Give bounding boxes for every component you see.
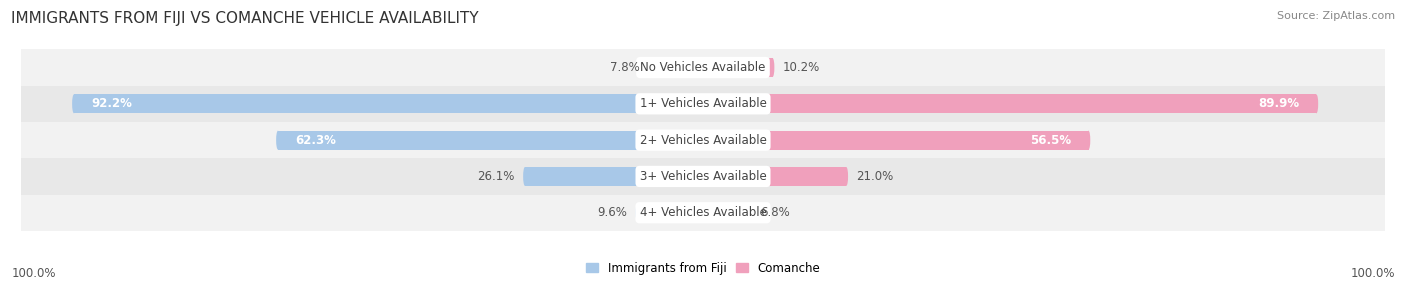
- Text: 56.5%: 56.5%: [1031, 134, 1071, 147]
- Bar: [703, 58, 773, 77]
- Circle shape: [276, 131, 280, 150]
- Circle shape: [636, 203, 640, 222]
- Text: 100.0%: 100.0%: [1350, 267, 1395, 280]
- Circle shape: [523, 167, 527, 186]
- Bar: [703, 131, 1088, 150]
- Bar: [278, 131, 703, 150]
- Text: No Vehicles Available: No Vehicles Available: [640, 61, 766, 74]
- Bar: [21, 122, 1385, 158]
- Legend: Immigrants from Fiji, Comanche: Immigrants from Fiji, Comanche: [583, 259, 823, 277]
- Bar: [21, 194, 1385, 231]
- Text: 26.1%: 26.1%: [477, 170, 515, 183]
- Circle shape: [72, 94, 76, 113]
- Circle shape: [845, 167, 848, 186]
- Bar: [703, 167, 846, 186]
- Bar: [75, 94, 703, 113]
- Bar: [703, 203, 749, 222]
- Text: 10.2%: 10.2%: [783, 61, 820, 74]
- Text: 9.6%: 9.6%: [598, 206, 627, 219]
- Text: 2+ Vehicles Available: 2+ Vehicles Available: [640, 134, 766, 147]
- Bar: [21, 86, 1385, 122]
- Text: 100.0%: 100.0%: [11, 267, 56, 280]
- Bar: [21, 158, 1385, 194]
- Text: 21.0%: 21.0%: [856, 170, 894, 183]
- Text: 6.8%: 6.8%: [759, 206, 789, 219]
- Text: 1+ Vehicles Available: 1+ Vehicles Available: [640, 97, 766, 110]
- Bar: [703, 94, 1316, 113]
- Bar: [637, 203, 703, 222]
- Text: 62.3%: 62.3%: [295, 134, 336, 147]
- Text: 4+ Vehicles Available: 4+ Vehicles Available: [640, 206, 766, 219]
- Bar: [524, 167, 703, 186]
- Text: 92.2%: 92.2%: [91, 97, 132, 110]
- Bar: [21, 49, 1385, 86]
- Text: Source: ZipAtlas.com: Source: ZipAtlas.com: [1277, 11, 1395, 21]
- Circle shape: [1315, 94, 1319, 113]
- Circle shape: [770, 58, 775, 77]
- Text: 89.9%: 89.9%: [1258, 97, 1299, 110]
- Circle shape: [748, 203, 751, 222]
- Circle shape: [648, 58, 651, 77]
- Circle shape: [1087, 131, 1090, 150]
- Text: 3+ Vehicles Available: 3+ Vehicles Available: [640, 170, 766, 183]
- Text: IMMIGRANTS FROM FIJI VS COMANCHE VEHICLE AVAILABILITY: IMMIGRANTS FROM FIJI VS COMANCHE VEHICLE…: [11, 11, 479, 26]
- Bar: [650, 58, 703, 77]
- Text: 7.8%: 7.8%: [610, 61, 640, 74]
